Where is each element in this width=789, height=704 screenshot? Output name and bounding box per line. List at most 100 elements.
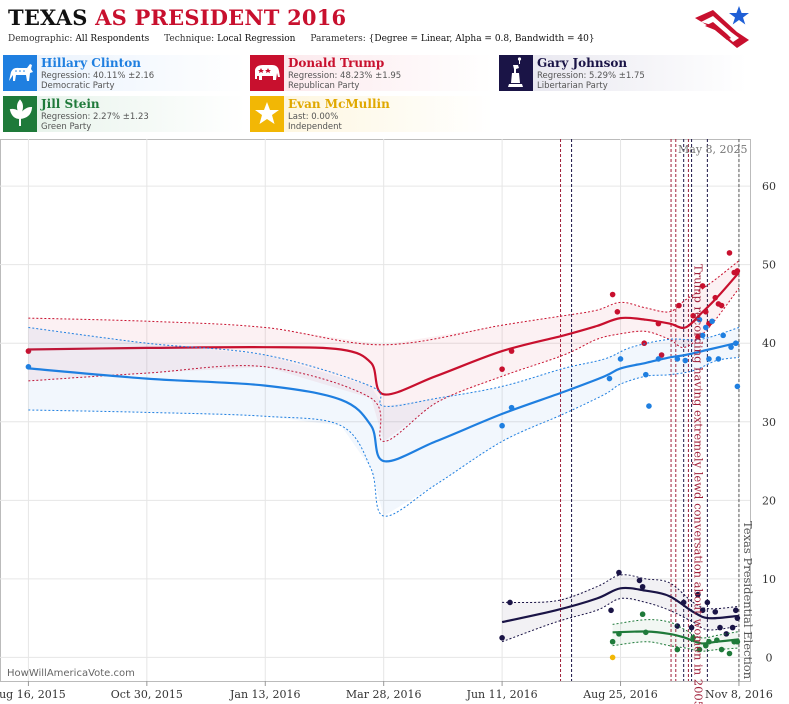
gary-johnson-poll-point [712,609,719,615]
x-tick-label: Nov 8, 2016 [705,688,773,701]
hillary-clinton-poll-point [682,357,689,364]
hillary-clinton-lower-bound [28,356,739,517]
donald-trump-regression-line [28,271,740,396]
donald-trump-poll-point [690,312,696,319]
evan-mcmullin-poll-point [609,654,616,661]
page-title: TEXAS AS PRESIDENT 2016 [8,5,346,30]
x-tick-label: Jan 13, 2016 [229,688,301,701]
candidate-regression: Regression: 40.11% ±2.16 [41,71,155,81]
date-label: May 8, 2025 [678,143,748,156]
jill-stein-poll-point [642,629,649,636]
x-tick-label: Aug 16, 2015 [0,688,66,701]
hillary-clinton-poll-point [732,340,739,347]
jill-stein-poll-point [718,646,725,653]
hillary-clinton-regression-line [28,341,740,463]
gary-johnson-poll-point [717,624,723,631]
donald-trump-poll-point [658,352,665,358]
gary-johnson-poll-point [732,607,739,614]
hillary-clinton-poll-point [642,371,649,378]
hillary-clinton-poll-point [702,324,709,331]
jill-stein-poll-point [714,637,720,643]
gary-johnson-poll-point [608,607,614,614]
candidate-regression: Regression: 48.23% ±1.95 [288,71,402,81]
gary-johnson-poll-point [680,599,687,606]
candidate-name: Jill Stein [41,97,100,111]
y-tick-label: 0 [766,651,773,664]
donald-trump-upper-bound [28,260,740,346]
gary-johnson-lower-bound [501,597,739,643]
hillary-clinton-poll-point [720,332,726,339]
hillary-clinton-upper-bound [28,327,740,407]
watermark: HowWillAmericaVote.com [7,668,135,679]
gary-johnson-poll-point [616,569,622,576]
event-annotation: Texas Presidential Election [741,521,755,680]
gary-johnson-poll-point [499,634,505,641]
hillary-clinton-poll-point [699,332,706,339]
donald-trump-poll-point [718,302,725,309]
hillary-clinton-poll-point [646,403,652,409]
jill-stein-upper-bound [612,619,739,639]
donald-trump-poll-point [25,348,32,354]
y-tick-label: 20 [762,494,776,507]
hillary-clinton-poll-point [715,356,722,362]
donald-trump-poll-point [499,366,505,372]
legend-item-hillary-clinton: Hillary Clinton Regression: 40.11% ±2.16… [3,55,246,91]
star-icon [250,96,284,132]
hillary-clinton-poll-point [709,318,715,325]
candidate-regression: Regression: 5.29% ±1.75 [537,71,645,81]
donald-trump-poll-point [695,334,701,340]
donald-trump-poll-point [655,320,662,327]
gary-johnson-poll-point [507,599,513,606]
hillary-clinton-poll-point [499,422,505,429]
x-tick-label: Oct 30, 2015 [111,688,183,701]
parameters-value: {Degree = Linear, Alpha = 0.8, Bandwidth… [368,34,595,44]
gary-johnson-regression-line [501,586,739,624]
candidate-name: Gary Johnson [537,56,628,70]
gary-johnson-poll-point [636,577,643,584]
gary-johnson-poll-point [695,591,701,598]
jill-stein-poll-point [639,611,646,618]
jill-stein-poll-point [702,642,709,649]
jill-stein-poll-point [696,646,703,653]
gary-johnson-poll-point [639,583,646,590]
donald-trump-poll-point [508,348,515,354]
donkey-icon [3,55,37,91]
hillary-clinton-poll-point [696,316,703,323]
hillary-clinton-poll-point [25,363,32,370]
hillary-clinton-poll-point [674,356,681,362]
plot-area [0,139,751,682]
jill-stein-poll-point [616,631,622,637]
jill-stein-poll-point [690,634,696,641]
demographic-label: Demographic: [8,34,73,44]
x-tick-label: Aug 25, 2016 [582,688,658,701]
gary-johnson-poll-point [704,599,711,606]
parameters-label: Parameters: [310,34,366,44]
donald-trump-poll-point [712,294,719,301]
donald-trump-confidence-band [28,260,739,442]
hillary-clinton-poll-point [728,344,734,350]
candidate-party: Independent [288,122,342,132]
jill-stein-poll-point [674,646,681,653]
statue-of-liberty-icon [499,55,533,91]
donald-trump-poll-point [726,250,733,256]
donald-trump-lower-bound [28,287,740,442]
donald-trump-poll-point [699,283,706,289]
candidate-regression: Last: 0.00% [288,112,339,122]
candidate-party: Republican Party [288,81,360,91]
gary-johnson-poll-point [723,631,730,637]
poll-chart: 0 10 20 30 40 50 60 Aug 16, 2015 Oct 30, 2015 Jan… [0,139,776,704]
title-race: AS PRESIDENT 2016 [95,5,347,30]
hillary-clinton-confidence-band [28,327,739,516]
hillary-clinton-poll-point [606,375,613,382]
hillary-clinton-poll-point [655,356,662,362]
legend-item-donald-trump: Donald Trump Regression: 48.23% ±1.95 Re… [250,55,493,91]
y-tick-label: 60 [762,180,776,193]
page-header: TEXAS AS PRESIDENT 2016 Demographic: All… [0,0,789,50]
legend-item-jill-stein: Jill Stein Regression: 2.27% ±1.23 Green… [3,96,246,132]
jill-stein-poll-point [734,638,741,645]
candidate-party: Libertarian Party [537,81,608,91]
candidate-party: Democratic Party [41,81,115,91]
y-tick-label: 10 [762,573,776,586]
y-tick-label: 50 [762,259,776,272]
gary-johnson-poll-point [734,615,741,621]
